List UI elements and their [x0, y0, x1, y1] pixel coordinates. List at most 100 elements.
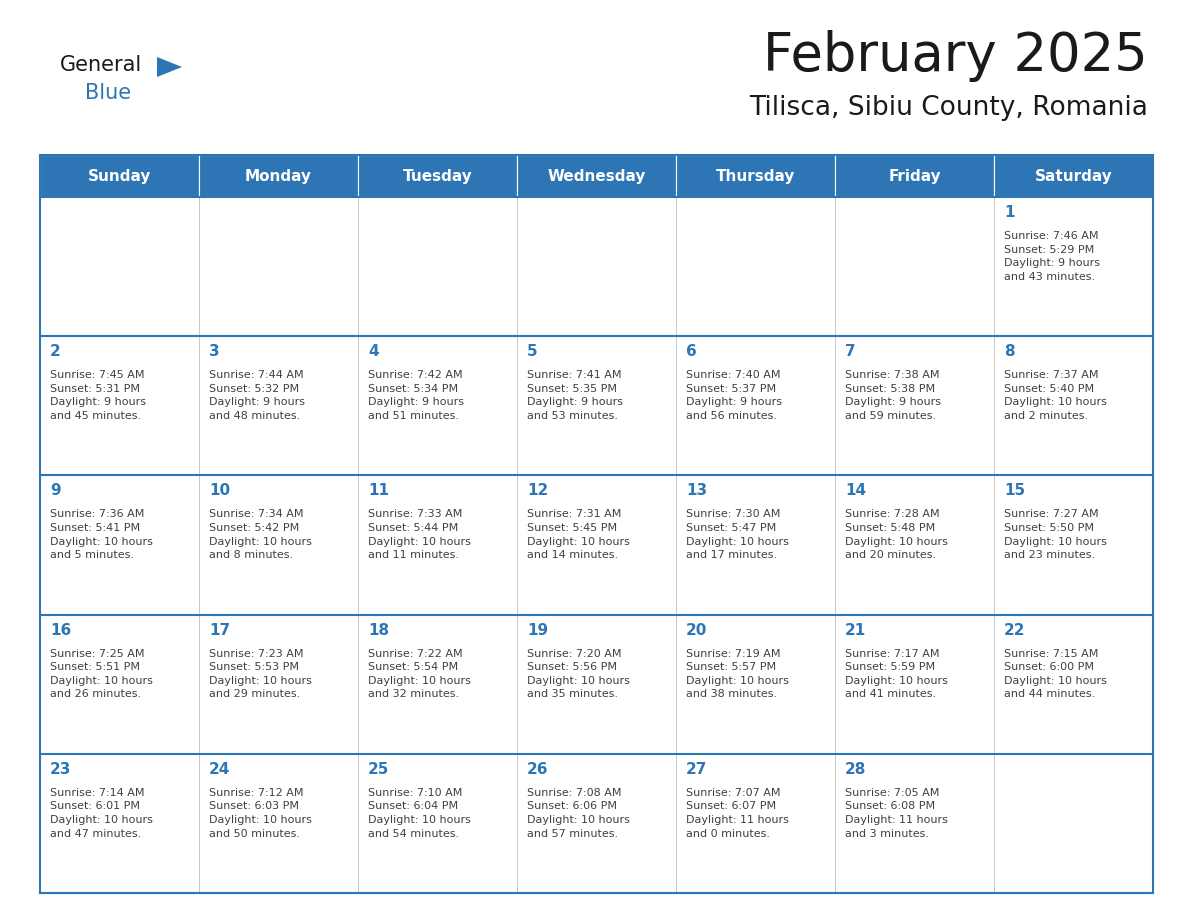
Polygon shape — [157, 57, 182, 77]
Text: 10: 10 — [209, 484, 230, 498]
Text: Sunrise: 7:40 AM
Sunset: 5:37 PM
Daylight: 9 hours
and 56 minutes.: Sunrise: 7:40 AM Sunset: 5:37 PM Dayligh… — [685, 370, 782, 421]
Text: 21: 21 — [845, 622, 866, 638]
Text: 20: 20 — [685, 622, 707, 638]
Text: 11: 11 — [368, 484, 388, 498]
Text: 3: 3 — [209, 344, 220, 359]
Text: Tuesday: Tuesday — [403, 169, 473, 184]
Bar — [835, 336, 994, 476]
Bar — [200, 476, 358, 614]
Bar — [517, 614, 676, 754]
Text: Sunrise: 7:44 AM
Sunset: 5:32 PM
Daylight: 9 hours
and 48 minutes.: Sunrise: 7:44 AM Sunset: 5:32 PM Dayligh… — [209, 370, 305, 421]
Text: Sunrise: 7:20 AM
Sunset: 5:56 PM
Daylight: 10 hours
and 35 minutes.: Sunrise: 7:20 AM Sunset: 5:56 PM Dayligh… — [527, 649, 630, 700]
Bar — [517, 155, 676, 197]
Bar — [358, 155, 517, 197]
Bar — [200, 614, 358, 754]
Text: February 2025: February 2025 — [763, 30, 1148, 82]
Bar — [517, 336, 676, 476]
Text: 22: 22 — [1004, 622, 1025, 638]
Bar — [40, 197, 200, 336]
Bar — [676, 476, 835, 614]
Bar — [200, 754, 358, 893]
Text: Saturday: Saturday — [1035, 169, 1112, 184]
Text: 9: 9 — [50, 484, 61, 498]
Bar — [994, 197, 1154, 336]
Bar — [835, 614, 994, 754]
Bar — [517, 754, 676, 893]
Text: 14: 14 — [845, 484, 866, 498]
Text: Sunrise: 7:27 AM
Sunset: 5:50 PM
Daylight: 10 hours
and 23 minutes.: Sunrise: 7:27 AM Sunset: 5:50 PM Dayligh… — [1004, 509, 1107, 560]
Text: Sunrise: 7:33 AM
Sunset: 5:44 PM
Daylight: 10 hours
and 11 minutes.: Sunrise: 7:33 AM Sunset: 5:44 PM Dayligh… — [368, 509, 470, 560]
Text: Sunrise: 7:25 AM
Sunset: 5:51 PM
Daylight: 10 hours
and 26 minutes.: Sunrise: 7:25 AM Sunset: 5:51 PM Dayligh… — [50, 649, 153, 700]
Text: General: General — [61, 55, 143, 75]
Bar — [676, 614, 835, 754]
Text: 15: 15 — [1004, 484, 1025, 498]
Text: 2: 2 — [50, 344, 61, 359]
Text: Sunrise: 7:28 AM
Sunset: 5:48 PM
Daylight: 10 hours
and 20 minutes.: Sunrise: 7:28 AM Sunset: 5:48 PM Dayligh… — [845, 509, 948, 560]
Bar — [200, 155, 358, 197]
Text: 25: 25 — [368, 762, 390, 777]
Text: Sunrise: 7:05 AM
Sunset: 6:08 PM
Daylight: 11 hours
and 3 minutes.: Sunrise: 7:05 AM Sunset: 6:08 PM Dayligh… — [845, 788, 948, 839]
Text: 27: 27 — [685, 762, 707, 777]
Bar — [835, 197, 994, 336]
Bar — [994, 155, 1154, 197]
Text: Thursday: Thursday — [716, 169, 795, 184]
Text: 6: 6 — [685, 344, 696, 359]
Text: Sunrise: 7:38 AM
Sunset: 5:38 PM
Daylight: 9 hours
and 59 minutes.: Sunrise: 7:38 AM Sunset: 5:38 PM Dayligh… — [845, 370, 941, 421]
Text: Blue: Blue — [86, 83, 131, 103]
Bar — [835, 476, 994, 614]
Text: Friday: Friday — [889, 169, 941, 184]
Text: Sunrise: 7:19 AM
Sunset: 5:57 PM
Daylight: 10 hours
and 38 minutes.: Sunrise: 7:19 AM Sunset: 5:57 PM Dayligh… — [685, 649, 789, 700]
Bar — [994, 336, 1154, 476]
Text: Tilisca, Sibiu County, Romania: Tilisca, Sibiu County, Romania — [750, 95, 1148, 121]
Text: Sunrise: 7:31 AM
Sunset: 5:45 PM
Daylight: 10 hours
and 14 minutes.: Sunrise: 7:31 AM Sunset: 5:45 PM Dayligh… — [527, 509, 630, 560]
Text: 16: 16 — [50, 622, 71, 638]
Text: 19: 19 — [527, 622, 548, 638]
Text: Sunrise: 7:10 AM
Sunset: 6:04 PM
Daylight: 10 hours
and 54 minutes.: Sunrise: 7:10 AM Sunset: 6:04 PM Dayligh… — [368, 788, 470, 839]
Bar — [676, 336, 835, 476]
Text: Sunrise: 7:23 AM
Sunset: 5:53 PM
Daylight: 10 hours
and 29 minutes.: Sunrise: 7:23 AM Sunset: 5:53 PM Dayligh… — [209, 649, 312, 700]
Text: Sunrise: 7:45 AM
Sunset: 5:31 PM
Daylight: 9 hours
and 45 minutes.: Sunrise: 7:45 AM Sunset: 5:31 PM Dayligh… — [50, 370, 146, 421]
Text: Sunrise: 7:17 AM
Sunset: 5:59 PM
Daylight: 10 hours
and 41 minutes.: Sunrise: 7:17 AM Sunset: 5:59 PM Dayligh… — [845, 649, 948, 700]
Text: Wednesday: Wednesday — [548, 169, 646, 184]
Bar — [994, 754, 1154, 893]
Bar — [517, 197, 676, 336]
Bar — [40, 336, 200, 476]
Text: Monday: Monday — [245, 169, 312, 184]
Bar — [835, 155, 994, 197]
Text: 7: 7 — [845, 344, 855, 359]
Text: Sunrise: 7:15 AM
Sunset: 6:00 PM
Daylight: 10 hours
and 44 minutes.: Sunrise: 7:15 AM Sunset: 6:00 PM Dayligh… — [1004, 649, 1107, 700]
Bar — [358, 754, 517, 893]
Text: Sunrise: 7:30 AM
Sunset: 5:47 PM
Daylight: 10 hours
and 17 minutes.: Sunrise: 7:30 AM Sunset: 5:47 PM Dayligh… — [685, 509, 789, 560]
Bar — [676, 155, 835, 197]
Text: Sunrise: 7:08 AM
Sunset: 6:06 PM
Daylight: 10 hours
and 57 minutes.: Sunrise: 7:08 AM Sunset: 6:06 PM Dayligh… — [527, 788, 630, 839]
Text: Sunrise: 7:37 AM
Sunset: 5:40 PM
Daylight: 10 hours
and 2 minutes.: Sunrise: 7:37 AM Sunset: 5:40 PM Dayligh… — [1004, 370, 1107, 421]
Text: 28: 28 — [845, 762, 866, 777]
Text: Sunrise: 7:41 AM
Sunset: 5:35 PM
Daylight: 9 hours
and 53 minutes.: Sunrise: 7:41 AM Sunset: 5:35 PM Dayligh… — [527, 370, 623, 421]
Text: 13: 13 — [685, 484, 707, 498]
Text: 23: 23 — [50, 762, 71, 777]
Text: Sunrise: 7:14 AM
Sunset: 6:01 PM
Daylight: 10 hours
and 47 minutes.: Sunrise: 7:14 AM Sunset: 6:01 PM Dayligh… — [50, 788, 153, 839]
Text: 8: 8 — [1004, 344, 1015, 359]
Text: Sunrise: 7:07 AM
Sunset: 6:07 PM
Daylight: 11 hours
and 0 minutes.: Sunrise: 7:07 AM Sunset: 6:07 PM Dayligh… — [685, 788, 789, 839]
Text: 5: 5 — [527, 344, 538, 359]
Text: Sunrise: 7:42 AM
Sunset: 5:34 PM
Daylight: 9 hours
and 51 minutes.: Sunrise: 7:42 AM Sunset: 5:34 PM Dayligh… — [368, 370, 465, 421]
Bar — [994, 476, 1154, 614]
Bar — [835, 754, 994, 893]
Bar — [40, 614, 200, 754]
Bar — [676, 197, 835, 336]
Bar — [200, 197, 358, 336]
Text: 26: 26 — [527, 762, 549, 777]
Bar — [676, 754, 835, 893]
Bar — [358, 336, 517, 476]
Bar — [358, 476, 517, 614]
Text: Sunrise: 7:36 AM
Sunset: 5:41 PM
Daylight: 10 hours
and 5 minutes.: Sunrise: 7:36 AM Sunset: 5:41 PM Dayligh… — [50, 509, 153, 560]
Text: Sunday: Sunday — [88, 169, 151, 184]
Text: 12: 12 — [527, 484, 548, 498]
Bar — [40, 155, 1154, 893]
Bar — [358, 197, 517, 336]
Text: 1: 1 — [1004, 205, 1015, 220]
Text: Sunrise: 7:22 AM
Sunset: 5:54 PM
Daylight: 10 hours
and 32 minutes.: Sunrise: 7:22 AM Sunset: 5:54 PM Dayligh… — [368, 649, 470, 700]
Bar — [40, 476, 200, 614]
Text: 18: 18 — [368, 622, 390, 638]
Text: 17: 17 — [209, 622, 230, 638]
